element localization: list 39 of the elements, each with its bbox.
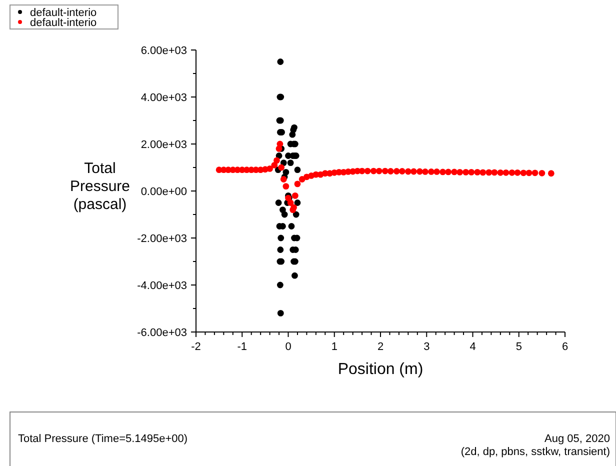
x-tick-label: 3 [424, 341, 430, 353]
x-tick-label: 0 [285, 341, 292, 353]
point [276, 152, 282, 159]
x-tick-label: 2 [377, 341, 384, 353]
text: (2d, dp, pbns, sstkw, transient) [460, 446, 610, 458]
y-tick-label: -2.00e+03 [137, 232, 187, 245]
point [278, 234, 284, 242]
x-tick-label: -2 [191, 341, 201, 353]
point [276, 282, 284, 288]
y-tick-label: 4.00e+03 [140, 92, 187, 104]
y-axis-title: Total Pressure (pascal) [70, 160, 130, 213]
y-tick-label: 0.00e+00 [140, 186, 187, 198]
text: Aug 05, 2020 [544, 433, 610, 445]
x-tick-label: -1 [237, 341, 248, 353]
legend-label: default-interio [30, 16, 97, 29]
text: Total Pressure (Time=5.1495e+00) [18, 433, 188, 445]
x-tick-label: 5 [516, 341, 522, 353]
y-tick-label: -4.00e+03 [137, 280, 187, 292]
point [287, 160, 294, 166]
point [277, 310, 284, 316]
y-tick-label: 2.00e+03 [140, 138, 187, 151]
y-tick-label: -6.00e+03 [137, 326, 187, 339]
point [292, 272, 298, 279]
point [288, 223, 295, 230]
y-tick-label: 6.00e+03 [140, 44, 187, 57]
x-tick-label: 1 [331, 341, 338, 353]
point [280, 206, 286, 213]
point [280, 160, 287, 166]
legend-label: default-interio [30, 6, 97, 19]
point [292, 211, 300, 218]
point [277, 246, 284, 253]
point [277, 58, 284, 65]
x-axis-title: Position (m) [338, 361, 424, 378]
point [294, 200, 301, 206]
x-tick-label: 6 [562, 341, 568, 353]
point [291, 124, 298, 131]
point [275, 200, 282, 206]
x-tick-label: 4 [470, 341, 476, 353]
point [294, 166, 301, 174]
